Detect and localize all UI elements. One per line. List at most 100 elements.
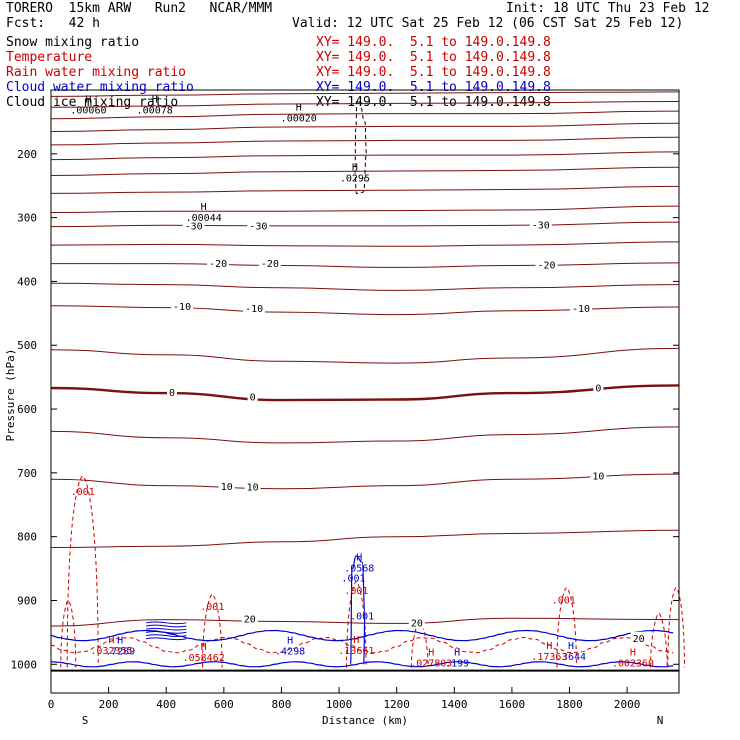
contour-value: .001: [552, 596, 576, 607]
isotherm-label: -30: [532, 220, 550, 231]
isotherm: [50, 347, 680, 364]
legend-snow-xy: XY= 149.0. 5.1 to 149.0.149.8: [316, 35, 551, 50]
extremum-value: .0568: [344, 563, 374, 574]
isotherm-label: -30: [249, 222, 267, 233]
y-tick-label: 500: [17, 339, 37, 352]
cloud-water-core: [145, 621, 187, 625]
contour-labels: -30 -30 -30 -20 -20 -20 -10 -10 -10 0 0 0 10 10 10 20 20…: [70, 94, 654, 669]
cloud-water-core: [145, 637, 187, 641]
isotherm: [50, 136, 680, 146]
snow-contours: [354, 101, 367, 194]
isotherm: [50, 185, 680, 194]
x-tick-label: 2000: [614, 698, 641, 711]
extremum-value: .058462: [183, 653, 225, 664]
isotherm-label: 0: [169, 388, 175, 399]
extremum-marker: H: [428, 648, 434, 659]
isotherm-label: 0: [595, 384, 601, 395]
isotherm-label-bg: [590, 469, 607, 482]
extremum-value: .00044: [186, 213, 222, 224]
x-tick-label: 1400: [441, 698, 468, 711]
isotherm-label-bg: [166, 386, 177, 399]
cloud-water-top: [50, 629, 674, 642]
cloud-water-contours: [50, 555, 674, 668]
isotherm-label: -20: [537, 260, 555, 271]
isotherm: [50, 617, 680, 627]
extremum-marker: H: [352, 163, 358, 174]
axes: 0 200 400 600 800 1000 1200 1400 1600 1800 2000200…: [11, 148, 679, 711]
extremum-marker: H: [152, 94, 158, 105]
x-tick-label: 0: [48, 698, 55, 711]
isotherm-label: -30: [185, 222, 203, 233]
isotherm-label-bg: [171, 299, 194, 312]
extremum-value: .7289: [105, 646, 135, 657]
isotherm: [51, 262, 680, 268]
legend-temperature-xy: XY= 149.0. 5.1 to 149.0.149.8: [316, 50, 551, 65]
rain-plume: [556, 587, 577, 668]
extremum-marker: H: [287, 635, 293, 646]
isotherm: [50, 473, 680, 490]
isotherm: [50, 166, 680, 176]
isotherm: [50, 122, 680, 132]
x-tick-label: 1000: [326, 698, 353, 711]
cloud-water-core: [145, 627, 187, 631]
x-end-label-right: N: [657, 714, 664, 727]
forecast-hour: Fcst: 42 h: [6, 16, 100, 31]
isotherm-label: -20: [209, 259, 227, 270]
isotherm-freezing: [50, 384, 680, 402]
legend-snow: Snow mixing ratio: [6, 35, 140, 50]
contour-value: .001: [344, 586, 368, 597]
rain-plume: [202, 593, 223, 668]
isotherm-label-bg: [258, 257, 281, 270]
extremum-value: .13661: [338, 646, 374, 657]
legend-rain-xy: XY= 149.0. 5.1 to 149.0.149.8: [316, 65, 551, 80]
extremum-value: .002360: [612, 659, 654, 670]
x-tick-label: 1600: [499, 698, 526, 711]
y-tick-label: 1000: [11, 658, 38, 671]
isotherm-label-bg: [218, 479, 235, 492]
isotherm-label: -10: [245, 304, 263, 315]
y-tick-label: 700: [17, 467, 37, 480]
isotherm-label-bg: [570, 301, 593, 314]
isotherm: [50, 282, 680, 291]
cloud-water-core: [145, 631, 187, 634]
legend-rain: Rain water mixing ratio: [6, 65, 187, 80]
x-tick-label: 600: [214, 698, 234, 711]
rain-plume: [650, 612, 668, 668]
extremum-marker: H: [85, 94, 91, 105]
legend-cloud-water: Cloud water mixing ratio: [6, 80, 194, 95]
x-tick-label: 800: [272, 698, 292, 711]
y-tick-label: 900: [17, 594, 37, 607]
extremum-value: .3644: [556, 652, 586, 663]
extremum-marker: H: [546, 641, 552, 652]
y-tick-label: 300: [17, 212, 37, 225]
extremum-value: .199: [445, 659, 469, 670]
isotherm-label: 20: [411, 618, 423, 629]
extremum-marker: H: [630, 648, 636, 659]
isotherm-label: 10: [247, 483, 259, 494]
extremum-marker: H: [454, 648, 460, 659]
isotherm-label-bg: [593, 381, 604, 394]
extremum-value: .00020: [281, 114, 317, 125]
isotherm: [50, 205, 680, 213]
extremum-marker: H: [353, 635, 359, 646]
isotherm-label-bg: [408, 616, 425, 629]
y-tick-label: 800: [17, 531, 37, 544]
isotherm-label: 10: [221, 482, 233, 493]
isotherm: [50, 91, 680, 97]
legend-cloud-water-xy: XY= 149.0. 5.1 to 149.0.149.8: [316, 80, 551, 95]
y-tick-label: 400: [17, 275, 37, 288]
rain-plume: [667, 587, 685, 668]
isotherm: [50, 221, 680, 228]
isotherm-label-bg: [241, 612, 258, 625]
extremum-value: .00078: [137, 105, 173, 116]
extremum-value: .032355: [90, 646, 132, 657]
y-tick-label: 600: [17, 403, 37, 416]
contour-value: .001: [350, 612, 374, 623]
valid-time: Valid: 12 UTC Sat 25 Feb 12 (06 CST Sat …: [292, 16, 684, 31]
x-tick-label: 200: [99, 698, 119, 711]
isotherm-label-bg: [247, 219, 270, 232]
x-end-label-left: S: [82, 714, 89, 727]
extremum-marker: H: [108, 635, 114, 646]
isotherm: [50, 305, 680, 316]
isotherm-label-bg: [244, 480, 261, 493]
